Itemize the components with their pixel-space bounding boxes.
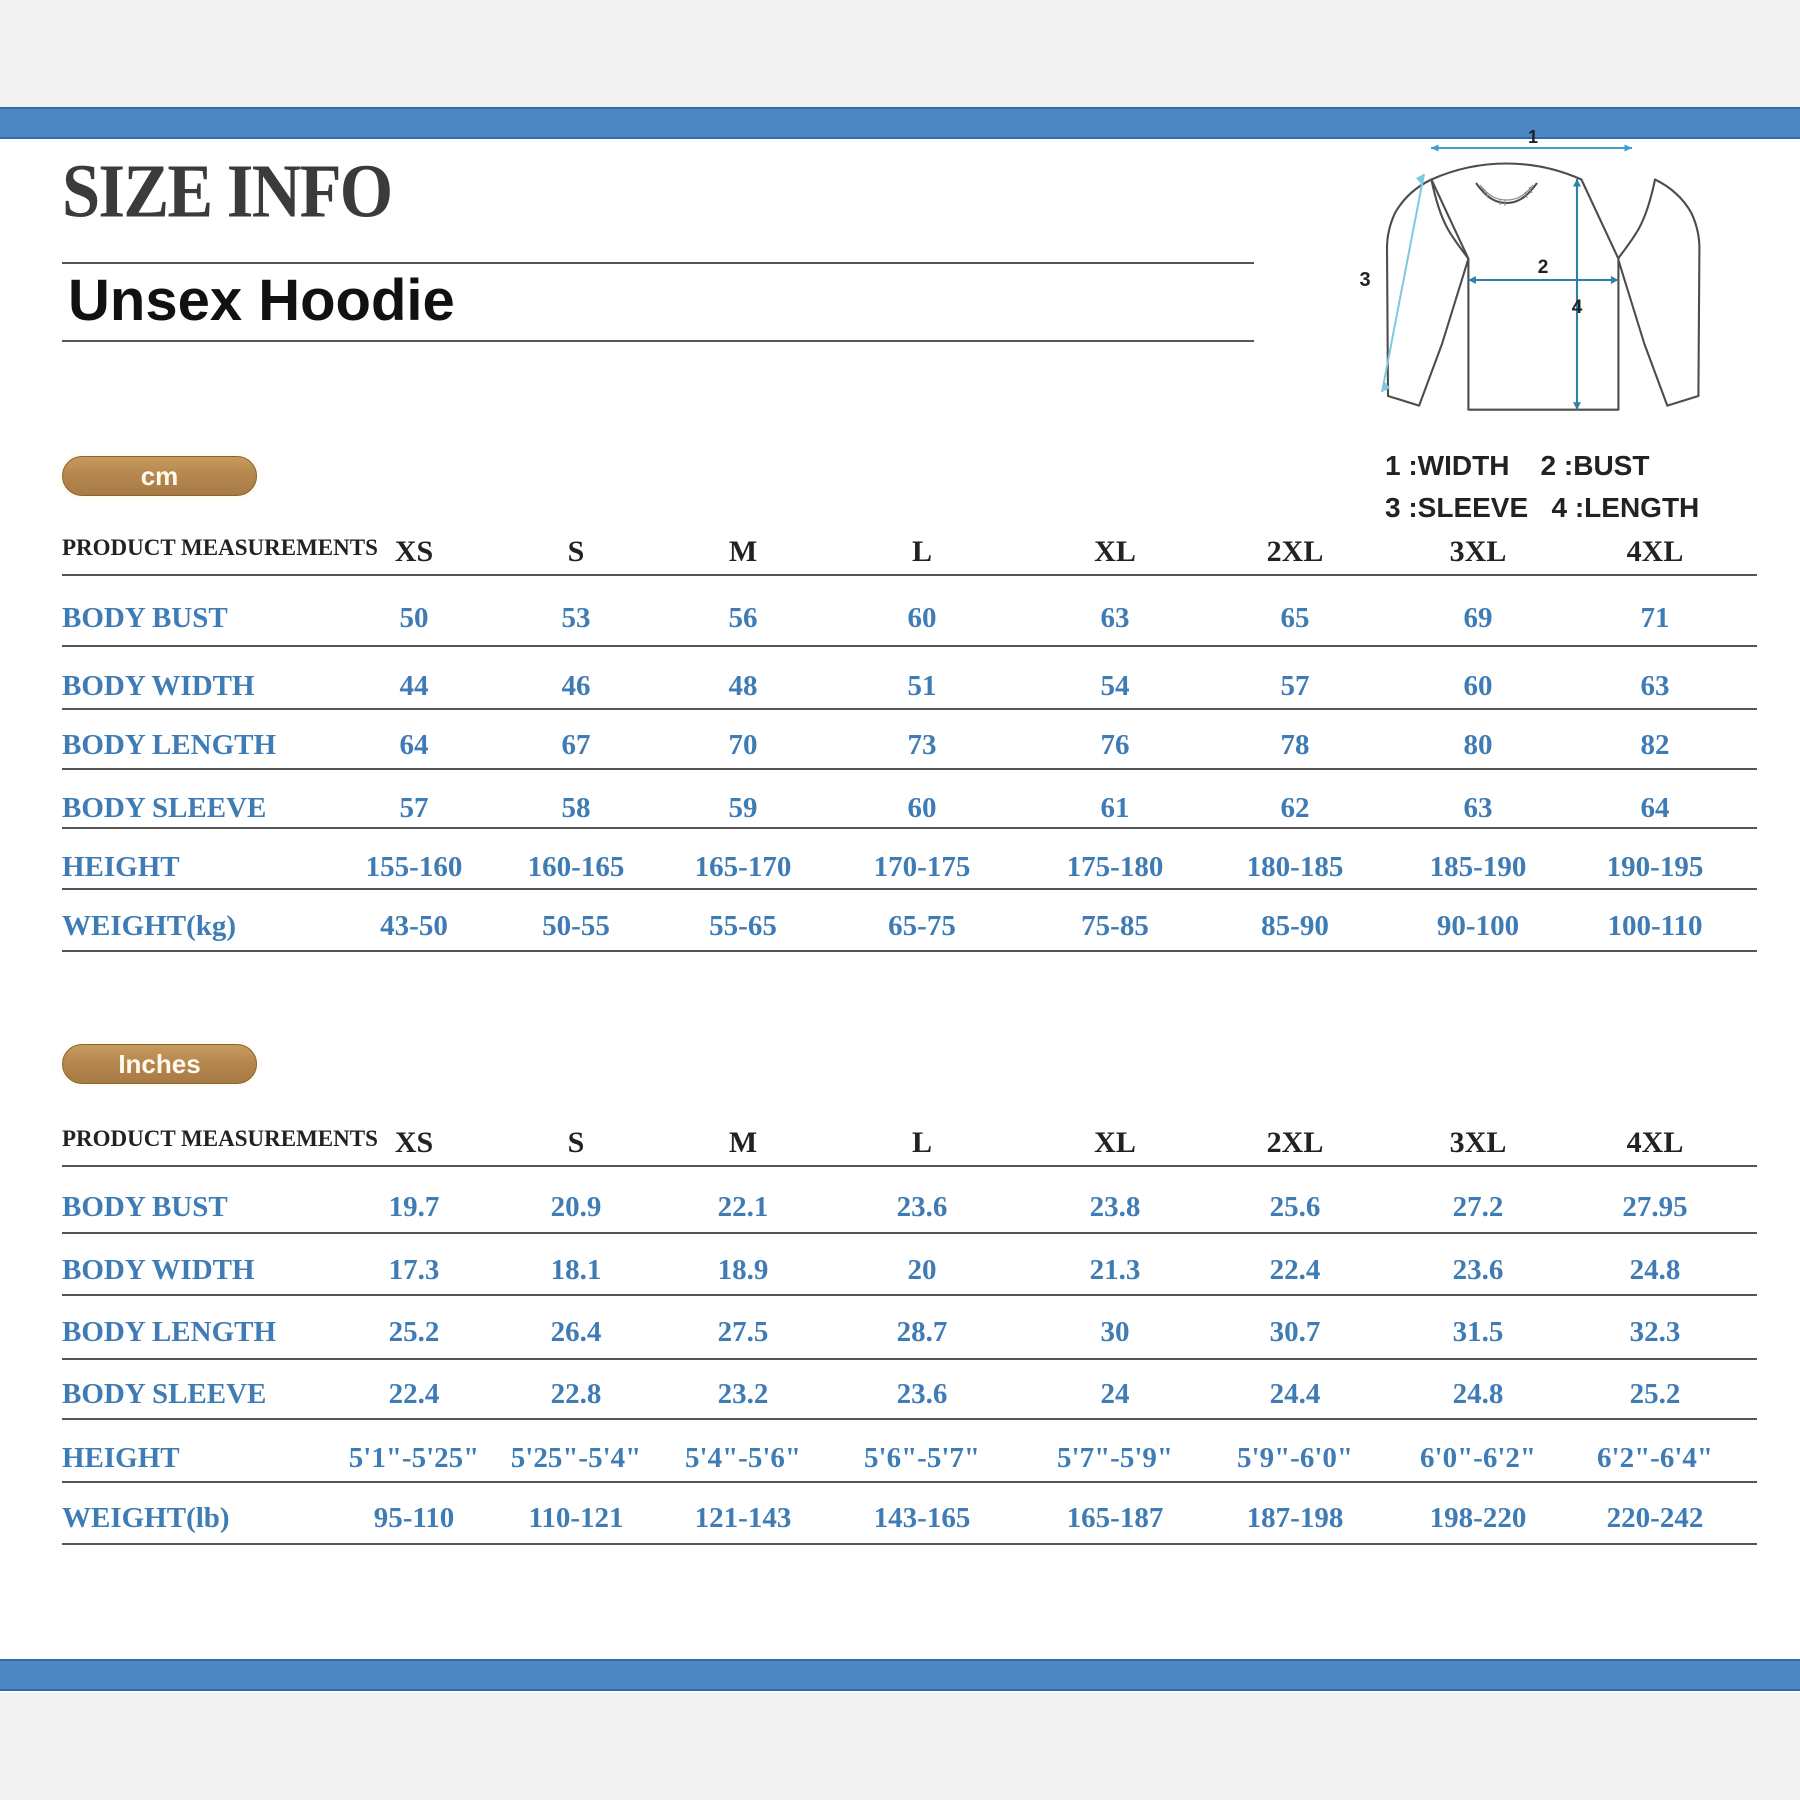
svg-text:2: 2 bbox=[1538, 257, 1549, 278]
svg-text:1: 1 bbox=[1528, 127, 1538, 147]
svg-text:4: 4 bbox=[1572, 297, 1583, 318]
svg-text:3: 3 bbox=[1359, 269, 1370, 291]
